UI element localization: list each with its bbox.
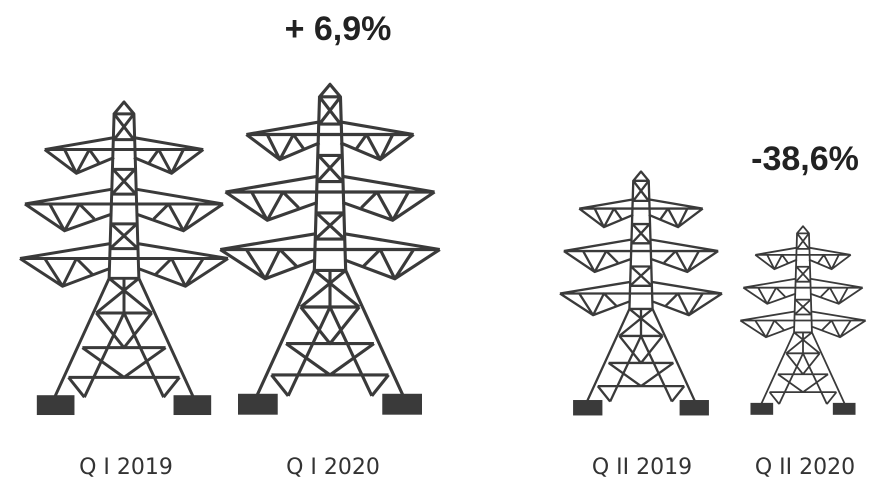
pylon-icon [558,170,724,417]
pylon-icon [218,82,442,417]
pylon-icon [739,225,867,416]
period-label: Q II 2019 [592,455,692,477]
change-label: + 6,9% [285,10,392,48]
change-label: -38,6% [751,140,859,178]
period-label: Q II 2020 [755,455,855,477]
period-label: Q I 2019 [79,455,173,477]
pylon-icon [18,100,230,417]
period-label: Q I 2020 [286,455,380,477]
